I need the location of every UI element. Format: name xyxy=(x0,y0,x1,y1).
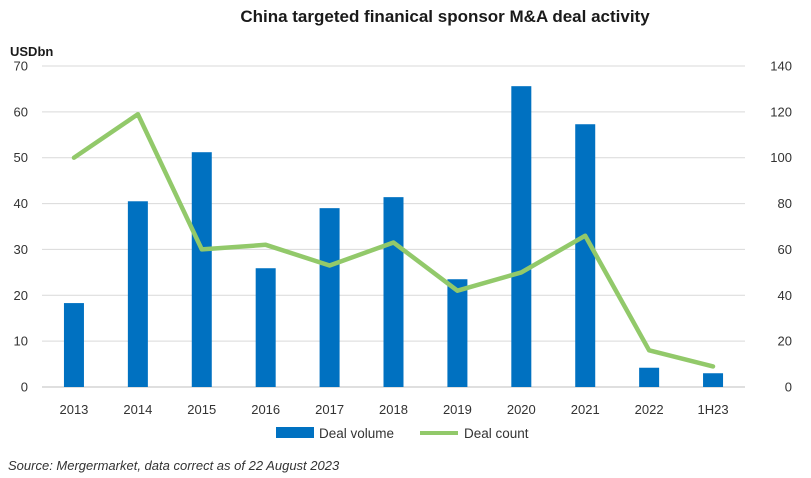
left-axis-tick-label: 10 xyxy=(14,334,28,349)
right-axis-tick-label: 120 xyxy=(770,104,792,119)
deal-volume-bars xyxy=(63,86,724,388)
deal-volume-bar xyxy=(191,152,212,387)
right-axis-tick-label: 40 xyxy=(778,288,792,303)
right-axis-tick-label: 80 xyxy=(778,196,792,211)
deal-count-point xyxy=(712,365,714,367)
deal-volume-bar xyxy=(575,124,596,387)
deal-volume-bar xyxy=(63,303,84,387)
legend: Deal volume Deal count xyxy=(276,426,529,441)
deal-count-point xyxy=(73,157,75,159)
deal-count-point xyxy=(584,235,586,237)
right-axis-tick-label: 0 xyxy=(785,380,792,395)
left-axis-unit-label: USDbn xyxy=(10,44,53,59)
x-axis-tick-label: 2015 xyxy=(187,402,216,417)
deal-count-point xyxy=(329,264,331,266)
deal-count-point xyxy=(137,113,139,115)
left-axis-tick-label: 30 xyxy=(14,242,28,257)
x-axis-tick-label: 2018 xyxy=(379,402,408,417)
right-axis-ticks: 0 20 40 60 80 100 120 140 xyxy=(770,59,792,395)
left-axis-ticks: 0 10 20 30 40 50 60 70 xyxy=(14,59,28,395)
x-axis-tick-label: 2013 xyxy=(59,402,88,417)
left-axis-tick-label: 0 xyxy=(21,380,28,395)
deal-count-point xyxy=(265,244,267,246)
x-axis-tick-label: 2022 xyxy=(635,402,664,417)
left-axis-tick-label: 70 xyxy=(14,59,28,74)
deal-volume-bar xyxy=(319,208,340,387)
deal-volume-bar xyxy=(703,373,724,387)
right-axis-tick-label: 140 xyxy=(770,59,792,74)
deal-volume-bar xyxy=(447,279,468,387)
deal-volume-bar xyxy=(255,268,276,387)
deal-count-point xyxy=(393,242,394,244)
right-axis-tick-label: 100 xyxy=(770,150,792,165)
chart-title: China targeted finanical sponsor M&A dea… xyxy=(240,7,650,26)
deal-volume-bar xyxy=(639,367,660,387)
deal-count-line-layer xyxy=(71,111,716,369)
left-axis-tick-label: 60 xyxy=(14,104,28,119)
x-axis-tick-label: 1H23 xyxy=(698,402,729,417)
source-note: Source: Mergermarket, data correct as of… xyxy=(8,458,340,473)
x-axis-tick-label: 2021 xyxy=(571,402,600,417)
deal-count-point xyxy=(201,248,203,250)
left-axis-tick-label: 40 xyxy=(14,196,28,211)
legend-deal-count-label: Deal count xyxy=(464,426,529,441)
legend-deal-volume-swatch xyxy=(276,427,314,438)
deal-volume-bar xyxy=(383,197,404,387)
deal-volume-bar xyxy=(511,86,532,388)
x-axis-tick-label: 2020 xyxy=(507,402,536,417)
left-axis-tick-label: 20 xyxy=(14,288,28,303)
legend-deal-volume-label: Deal volume xyxy=(319,426,394,441)
x-axis-tick-label: 2019 xyxy=(443,402,472,417)
deal-count-point xyxy=(520,271,522,273)
left-axis-tick-label: 50 xyxy=(14,150,28,165)
x-axis-ticks: 2013 2014 2015 2016 2017 2018 2019 2020 2021 2022… xyxy=(59,402,728,417)
deal-count-point xyxy=(648,349,650,351)
x-axis-tick-label: 2017 xyxy=(315,402,344,417)
x-axis-tick-label: 2014 xyxy=(123,402,152,417)
x-axis-tick-label: 2016 xyxy=(251,402,280,417)
right-axis-tick-label: 20 xyxy=(778,334,792,349)
deal-count-point xyxy=(456,290,458,292)
deal-volume-bar xyxy=(127,201,148,387)
right-axis-tick-label: 60 xyxy=(778,242,792,257)
